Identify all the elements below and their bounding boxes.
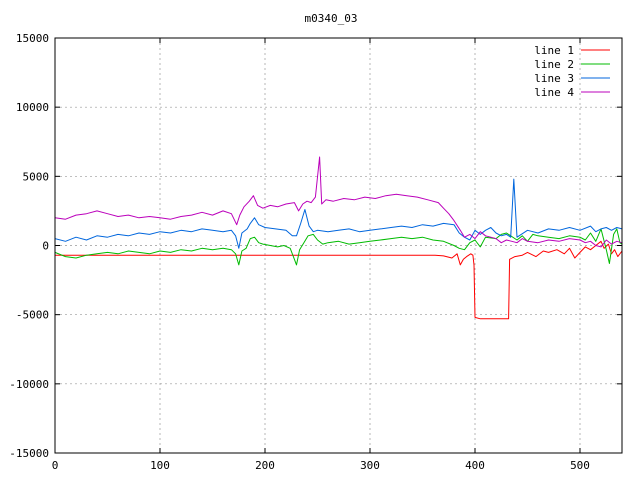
grid	[55, 38, 622, 453]
series-line-4	[54, 156, 623, 248]
legend-label-4: line 4	[534, 86, 574, 99]
series-line-1	[55, 240, 623, 320]
legend-label-1: line 1	[534, 44, 574, 57]
series-line-3	[54, 178, 623, 249]
y-tick-label-2: -5000	[16, 309, 49, 322]
y-tick-label-6: 15000	[16, 32, 49, 45]
ticks: 0 100 200 300 400 500 -15000 -10000 -5000 0 5000 10…	[9, 32, 622, 472]
x-tick-label-0: 0	[52, 459, 59, 472]
chart-title: m0340_03	[305, 12, 358, 25]
legend-label-3: line 3	[534, 72, 574, 85]
x-tick-label-2: 200	[255, 459, 275, 472]
x-tick-label-5: 500	[570, 459, 590, 472]
series-layer	[54, 156, 623, 320]
y-tick-label-5: 10000	[16, 101, 49, 114]
y-tick-label-3: 0	[42, 240, 49, 253]
series-line-2	[54, 228, 623, 266]
legend-label-2: line 2	[534, 58, 574, 71]
y-tick-label-1: -10000	[9, 378, 49, 391]
x-tick-label-1: 100	[150, 459, 170, 472]
x-tick-label-3: 300	[360, 459, 380, 472]
x-tick-label-4: 400	[465, 459, 485, 472]
y-tick-label-0: -15000	[9, 447, 49, 460]
y-tick-label-4: 5000	[23, 170, 50, 183]
